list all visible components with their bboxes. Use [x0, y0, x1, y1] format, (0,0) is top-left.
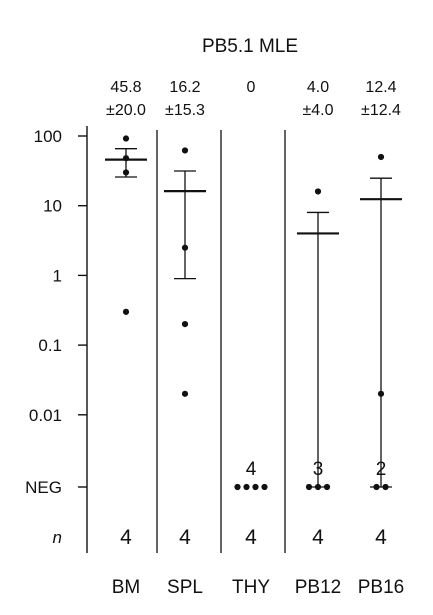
group-mean-label: 12.4	[365, 79, 396, 96]
data-point	[122, 169, 130, 176]
neg-data-point	[314, 483, 322, 491]
group-n-value: 4	[120, 526, 132, 549]
data-point	[314, 188, 322, 195]
group-name-label: PB16	[358, 577, 404, 598]
neg-data-point	[252, 483, 259, 491]
group-mean-label: 0	[247, 79, 256, 96]
group-sem-label: ±15.3	[165, 102, 205, 119]
neg-count-label: 4	[246, 459, 257, 480]
neg-data-point	[261, 483, 268, 491]
data-point	[377, 153, 385, 161]
data-point	[122, 308, 130, 315]
y-tick-label: 10	[43, 197, 62, 216]
chart-title: PB5.1 MLE	[202, 36, 298, 57]
y-tick-label: 1	[53, 266, 62, 285]
group-name-label: SPL	[167, 577, 203, 598]
group-sem-label: ±12.4	[361, 102, 401, 119]
neg-label: NEG	[25, 478, 62, 497]
data-point	[181, 244, 189, 251]
neg-data-point	[373, 483, 380, 491]
neg-count-label: 2	[376, 459, 387, 480]
neg-data-point	[305, 483, 313, 491]
group-mean-label: 4.0	[307, 79, 329, 96]
neg-data-point	[243, 483, 250, 491]
data-point	[377, 390, 385, 397]
group-sem-label: ±20.0	[106, 102, 146, 119]
y-tick-label: 0.1	[38, 336, 62, 355]
group-n-value: 4	[375, 526, 387, 549]
group-labels: 45.8 ±20.0 4 BM 16.2 ±15.3 4 SPL 0 4 4 THY 4.0 ±4.0 3 4…	[106, 79, 404, 598]
data-point	[181, 147, 189, 154]
group-mean-label: 45.8	[110, 79, 141, 96]
group-n-value: 4	[312, 526, 324, 549]
data-point	[181, 321, 189, 328]
n-row-label: n	[53, 528, 62, 547]
group-sem-label: ±4.0	[302, 102, 333, 119]
axis-layer: 100 10 1 0.1 0.01 NEG n	[25, 126, 88, 553]
data-point	[122, 155, 130, 162]
y-tick-label: 0.01	[29, 406, 62, 425]
group-n-value: 4	[179, 526, 191, 549]
data-points	[122, 135, 389, 491]
data-point	[181, 390, 189, 397]
group-name-label: THY	[232, 577, 270, 598]
group-name-label: BM	[112, 577, 141, 598]
y-tick-label: 100	[34, 127, 62, 146]
group-name-label: PB12	[295, 577, 341, 598]
neg-data-point	[234, 483, 241, 491]
neg-count-label: 3	[313, 459, 324, 480]
group-mean-label: 16.2	[169, 79, 200, 96]
neg-data-point	[323, 483, 331, 491]
group-separators	[156, 130, 286, 553]
mean-bars	[105, 158, 402, 235]
group-n-value: 4	[245, 526, 257, 549]
data-point	[122, 135, 130, 142]
neg-data-point	[382, 483, 389, 491]
